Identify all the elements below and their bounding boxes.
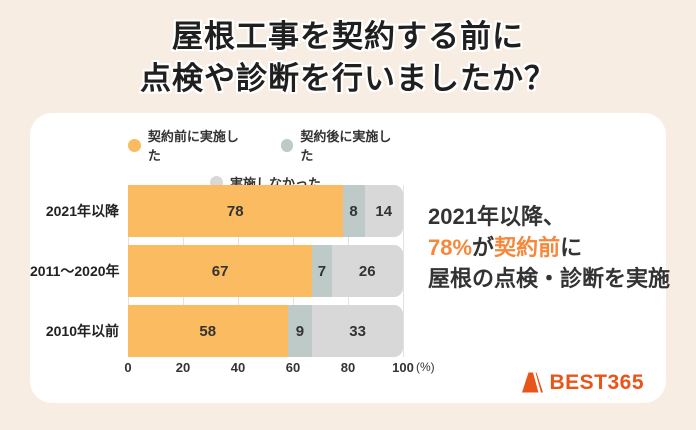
bar-value-label: 9 [295, 322, 305, 340]
legend-item: 契約前に実施した [128, 126, 251, 164]
category-label: 2010年以前 [45, 323, 119, 339]
insight-text: 2021年以降、 78%が契約前に 屋根の点検・診断を実施 [428, 201, 670, 294]
chart-legend: 契約前に実施した 契約後に実施した 実施しなかった [128, 126, 403, 192]
insight-accent-text: 78% [428, 235, 473, 260]
bar-value-label: 33 [349, 322, 366, 340]
legend-item-label: 契約後に実施した [300, 129, 392, 163]
axis-tick-label: 100 [392, 360, 414, 375]
bar-segment: 78 [128, 185, 343, 237]
page-title-line2: 点検や診断を行いましたか？ [140, 61, 556, 96]
bar-segment: 8 [342, 185, 365, 237]
category-label: 2011～2020年 [30, 263, 120, 279]
axis-tick-label: 40 [230, 360, 246, 375]
chart-card: 契約前に実施した 契約後に実施した 実施しなかった 2021年以降 78 8 14 2011… [30, 113, 670, 403]
legend-item: 契約後に実施した [280, 126, 404, 164]
bar-value-label: 14 [375, 202, 393, 220]
insight-text-part: が [472, 235, 495, 260]
bar-row: 2010年以前 58 9 33 [30, 305, 403, 357]
page-title: 屋根工事を契約する前に 点検や診断を行いましたか？ [0, 16, 696, 100]
category-label: 2021年以降 [45, 203, 119, 219]
chart-rows: 2021年以降 78 8 14 2011～2020年 67 7 26 2010年以前 58 9 33 [30, 185, 403, 357]
insight-line1: 2021年以降、 [428, 204, 565, 229]
bar-segment: 26 [331, 245, 403, 297]
axis-tick-label: 80 [340, 360, 356, 375]
bar-value-label: 7 [317, 262, 327, 280]
bar-segment: 9 [287, 305, 313, 357]
legend-dot-icon [280, 138, 294, 152]
bar-segment: 14 [364, 185, 403, 237]
axis-tick-label: 0 [124, 360, 132, 375]
brand-logo-text: BEST365 [549, 370, 644, 394]
legend-row: 契約前に実施した 契約後に実施した [128, 126, 403, 164]
axis-tick-label: 20 [175, 360, 191, 375]
bar-value-label: 8 [349, 202, 358, 220]
insight-line3: 屋根の点検・診断を実施 [428, 266, 671, 291]
bar-row: 2021年以降 78 8 14 [30, 185, 403, 237]
bar-segment: 7 [312, 245, 332, 297]
axis-tick-label: 60 [285, 360, 301, 375]
bar-value-label: 67 [211, 262, 229, 280]
legend-dot-icon [128, 138, 141, 152]
bar-track: 67 7 26 [128, 245, 403, 297]
bar-row: 2011～2020年 67 7 26 [30, 245, 403, 297]
legend-item-label: 契約前に実施した [147, 129, 239, 163]
bar-track: 78 8 14 [128, 185, 403, 237]
gridline [402, 185, 404, 357]
bar-track: 58 9 33 [128, 305, 403, 357]
page-title-line1: 屋根工事を契約する前に [172, 19, 524, 54]
roof-trapezoid-icon [522, 371, 544, 394]
x-axis-unit-label: (%) [416, 360, 435, 374]
x-axis: (%) 0 20 40 60 80 100 [124, 360, 434, 376]
insight-accent-text: 契約前 [494, 235, 561, 260]
bar-value-label: 58 [199, 322, 217, 340]
insight-line2: 78%が契約前に [428, 232, 670, 263]
bar-value-label: 26 [358, 262, 376, 280]
bar-segment: 33 [312, 305, 403, 357]
bar-segment: 67 [128, 245, 313, 297]
bar-segment: 58 [128, 305, 288, 357]
insight-text-part: に [560, 235, 583, 260]
brand-logo: BEST365 [519, 370, 644, 395]
bar-value-label: 78 [226, 202, 244, 220]
